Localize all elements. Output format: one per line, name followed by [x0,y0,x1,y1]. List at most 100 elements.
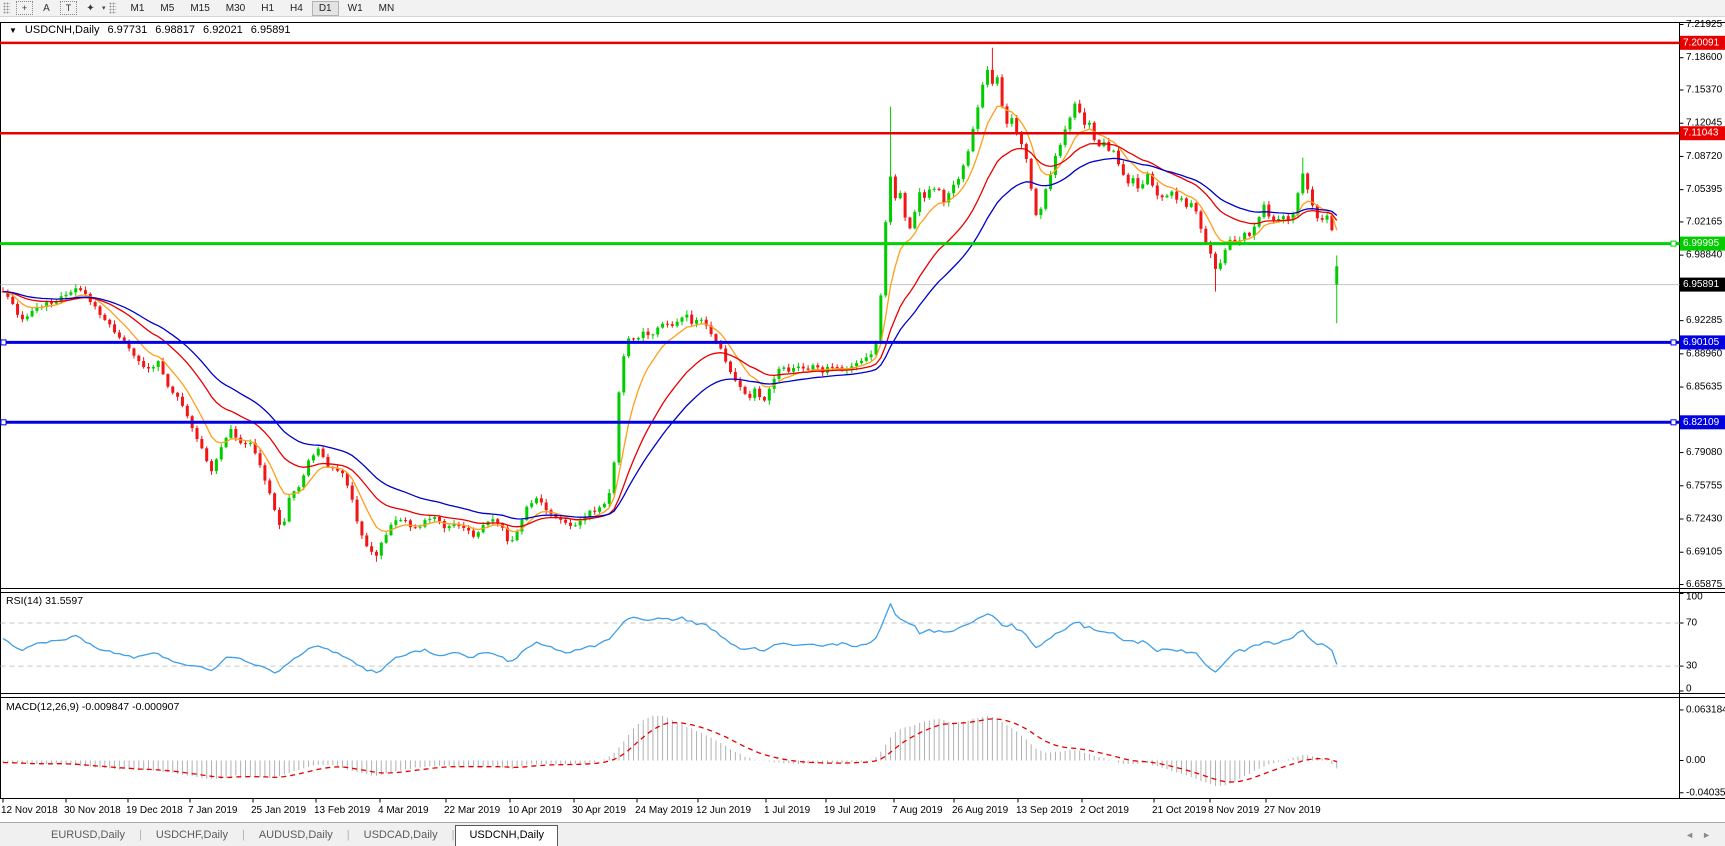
rsi-title: RSI(14) 31.5597 [6,595,83,607]
ohlc-close: 6.95891 [250,24,291,36]
date-tick-label: 1 Jul 2019 [764,805,811,816]
date-tick-label: 8 Nov 2019 [1208,805,1260,816]
price-axis: 7.21925 7.18600 7.15370 7.12045 7.08720 7.053… [1679,19,1725,590]
tab-scroll-arrows[interactable]: ◄► [1685,830,1719,840]
rsi-scale-label: 0 [1686,684,1692,695]
tab-separator: | [451,829,455,841]
price-badge [1680,415,1725,430]
date-tick-label: 27 Nov 2019 [1264,805,1321,816]
price-badge [1680,335,1725,350]
chart-canvas[interactable]: 7.21925 7.18600 7.15370 7.12045 7.08720 7.053… [0,0,1725,822]
price-badge-label: 7.20091 [1683,37,1720,48]
rsi-line [2,603,1338,674]
date-tick-label: 25 Jan 2019 [251,805,306,816]
price-tick-label: 6.69105 [1686,547,1723,558]
date-tick-label: 24 May 2019 [635,805,693,816]
horizontal-lines-layer [0,41,1680,426]
date-tick-label: 4 Mar 2019 [378,805,429,816]
price-badge [1680,35,1725,50]
tab-separator: | [346,829,350,841]
price-tick-label: 6.92285 [1686,315,1723,326]
price-tick-label: 6.88960 [1686,348,1723,359]
text-box-icon[interactable]: T [60,1,77,15]
timeframe-button-M5[interactable]: M5 [160,2,175,14]
tab-separator: | [241,829,245,841]
macd-scale-label: -0.040355 [1686,787,1725,798]
timeframe-button-D1[interactable]: D1 [311,0,339,16]
timeframe-button-MN[interactable]: MN [378,2,395,14]
symbol-period-label: USDCNH,Daily [24,24,100,36]
rsi-scale-label: 30 [1686,661,1698,672]
price-tick-label: 6.85635 [1686,382,1723,393]
toolbar-grip[interactable] [3,2,10,14]
price-tick-label: 6.79080 [1686,447,1723,458]
date-axis: 12 Nov 2018 30 Nov 2018 19 Dec 2018 7 Jan 2… [1,798,1321,816]
chart-tab-EURUSD[interactable]: EURUSD,Daily [51,829,125,841]
ma-medium-line [2,142,1338,528]
price-tick-label: 7.15370 [1686,84,1723,95]
macd-scale-label: 0.063184 [1686,704,1725,715]
chevron-down-icon[interactable]: ▼ [9,25,17,35]
price-badge [1680,236,1725,251]
macd-panel: 0.063184 0.00 -0.040355 MACD(12,26,9) -0.00… [2,701,1725,798]
shapes-icon[interactable]: ✦ [86,2,95,14]
date-tick-label: 13 Sep 2019 [1016,805,1073,816]
price-badge [1680,277,1725,292]
toolbar-grip[interactable] [108,2,116,14]
price-badge [1680,126,1725,141]
ma-slow-line [2,157,1338,520]
date-tick-label: 12 Jun 2019 [696,805,751,816]
date-tick-label: 19 Dec 2018 [126,805,183,816]
price-tick-label: 6.65875 [1686,579,1723,590]
chart-tab-bar: EURUSD,Daily | USDCHF,Daily | AUDUSD,Daily | U… [0,822,1725,846]
ohlc-high: 6.98817 [155,24,196,36]
rsi-panel: 100 70 30 0 RSI(14) 31.5597 [0,592,1703,695]
date-tick-label: 2 Oct 2019 [1080,805,1129,816]
tab-separator: | [138,829,142,841]
date-tick-label: 21 Oct 2019 [1152,805,1207,816]
timeframe-button-M15[interactable]: M15 [190,2,210,14]
date-tick-label: 7 Jan 2019 [188,805,238,816]
price-badge-label: 6.99995 [1683,238,1720,249]
price-tick-label: 6.72430 [1686,514,1723,525]
date-tick-label: 26 Aug 2019 [952,805,1009,816]
ma-fast-line [2,105,1338,533]
timeframe-button-H1[interactable]: H1 [261,2,275,14]
date-tick-label: 30 Nov 2018 [64,805,121,816]
chart-tab-USDCHF[interactable]: USDCHF,Daily [155,829,228,841]
date-tick-label: 30 Apr 2019 [572,805,626,816]
date-tick-label: 12 Nov 2018 [1,805,58,816]
ohlc-low: 6.92021 [203,24,243,36]
crosshair-icon[interactable]: + [16,1,33,15]
scroll-right-icon[interactable]: ► [1702,830,1719,840]
chevron-down-icon[interactable]: ▾ [102,5,106,12]
price-badge-label: 6.90105 [1683,337,1720,348]
timeframe-button-M30[interactable]: M30 [225,2,246,14]
rsi-scale-label: 70 [1686,618,1698,629]
price-badge-label: 7.11043 [1683,128,1719,139]
date-tick-label: 13 Feb 2019 [314,805,371,816]
text-label-icon[interactable]: A [43,2,50,14]
price-tick-label: 6.75755 [1686,480,1723,491]
macd-signal-line [2,718,1338,783]
price-tick-label: 7.05395 [1686,184,1723,195]
toolbar: + A T ✦ ▾ M1 M5 M15 M30 H1 H4 D1 W1 MN [0,0,1725,17]
price-tick-label: 7.08720 [1686,151,1723,162]
price-tick-label: 7.02165 [1686,216,1723,227]
chart-tab-AUDUSD[interactable]: AUDUSD,Daily [258,829,333,841]
chart-symbol-title: ▼ USDCNH,Daily 6.97731 6.98817 6.92021 6… [9,24,291,36]
chart-tab-USDCNH[interactable]: USDCNH,Daily [455,825,559,846]
price-badge-label: 6.82109 [1683,417,1720,428]
chart-borders [0,22,1725,799]
date-tick-label: 10 Apr 2019 [508,805,562,816]
scroll-left-icon[interactable]: ◄ [1685,830,1703,840]
macd-title: MACD(12,26,9) -0.009847 -0.000907 [6,701,180,713]
timeframe-button-H4[interactable]: H4 [290,2,303,14]
moving-averages-layer [2,105,1338,533]
timeframe-button-M1[interactable]: M1 [130,2,145,14]
date-tick-label: 19 Jul 2019 [824,805,876,816]
date-tick-label: 22 Mar 2019 [444,805,501,816]
chart-tab-USDCAD[interactable]: USDCAD,Daily [363,829,438,841]
timeframe-button-W1[interactable]: W1 [347,2,363,14]
date-tick-label: 7 Aug 2019 [892,805,943,816]
